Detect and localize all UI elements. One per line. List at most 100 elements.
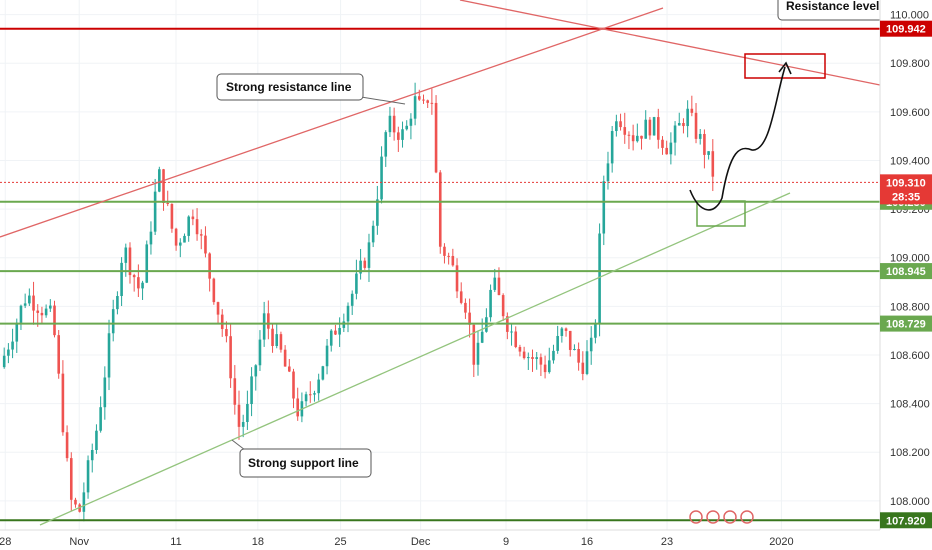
candle-body [388,115,392,133]
candle-body [535,357,538,359]
candle-body [355,273,358,294]
candle-body [124,247,128,263]
candle-body [187,216,190,236]
support-callout: Strong support line [231,439,372,478]
candle-body [409,118,413,126]
x-tick-label: 23 [661,536,673,548]
candle-body [602,181,606,234]
candle-body [451,255,455,266]
candle-body [673,125,677,143]
candle-body [686,108,689,127]
x-tick-label: 16 [581,536,593,548]
candle-body [61,373,65,433]
candle-body [296,398,299,417]
candle-body [518,346,522,352]
candle-body [2,355,6,368]
candles [2,82,715,522]
candle-body [128,247,132,276]
candle-body [376,199,379,226]
candle-body [459,291,463,303]
candle-body [644,119,648,139]
candle-body [288,366,291,372]
candle-body [308,394,312,396]
candle-body [464,302,467,313]
candle-body [36,310,40,313]
candle-body [501,295,505,317]
x-tick-label: 28 [0,536,11,548]
candle-body [283,349,287,367]
candle-body [455,265,459,292]
candle-body [367,242,371,268]
candle-body [606,163,610,182]
candle-body [480,331,484,343]
time-axis[interactable]: 28 Nov 11 18 25 Dec 9 16 23 2020 [0,529,932,550]
candle-body [334,330,337,335]
projection-drawings [689,53,826,227]
candle-body [636,135,639,142]
candle-body [547,360,551,373]
projection-path [689,66,786,211]
candle-body [204,235,207,254]
candle-body [656,117,660,140]
candle-body [707,151,710,155]
x-tick-label: 9 [503,536,509,548]
candle-body [107,333,111,378]
candle-body [564,328,568,331]
candle-body [15,322,19,342]
candle-body [417,96,421,100]
candle-body [229,336,232,379]
candle-body [430,102,434,104]
candle-body [195,219,199,235]
candle-body [40,312,44,316]
level-badge [880,263,932,280]
candle-body [560,328,564,336]
candle-body [510,331,513,333]
candle-body [581,362,585,374]
y-tick-label: 108.600 [890,350,930,362]
candle-body [342,321,346,328]
y-tick-label: 108.200 [890,447,930,459]
candle-body [44,308,48,316]
candle-body [78,504,81,512]
candle-body [640,135,643,139]
candle-body [82,492,86,512]
candle-body [690,108,694,113]
candle-body [216,302,220,315]
candle-body [447,255,450,257]
y-tick-label: 109.800 [890,58,930,70]
candle-body [514,331,518,347]
candle-body [304,394,308,402]
candle-body [527,357,530,359]
candle-body [199,234,203,236]
level-badge [880,315,932,332]
candle-body [522,351,526,359]
candle-body [208,253,211,279]
candle-body [267,313,270,329]
candle-body [497,277,501,296]
candle-body [237,404,241,427]
entry-box [696,200,746,227]
projection-arrowhead [778,61,792,75]
y-tick-label: 110.000 [890,10,929,22]
candle-body [49,305,52,309]
candle-body [86,460,90,493]
candle-body [241,422,245,427]
candle-body [254,365,258,377]
candle-body [57,335,61,374]
annotations: Strong resistance line Strong support li… [216,0,889,478]
candle-body [220,314,224,330]
candle-body [661,139,664,148]
watermark-logo [689,510,754,524]
candle-body [539,357,543,365]
candle-body [711,151,715,177]
x-tick-label: Dec [411,536,431,548]
candle-body [158,169,161,192]
candle-body [573,348,576,350]
candle-body [174,228,178,246]
candle-body [19,305,23,323]
y-tick-label: 108.000 [890,496,930,508]
y-tick-label: 109.400 [890,155,930,167]
horizontal-levels [0,27,880,522]
